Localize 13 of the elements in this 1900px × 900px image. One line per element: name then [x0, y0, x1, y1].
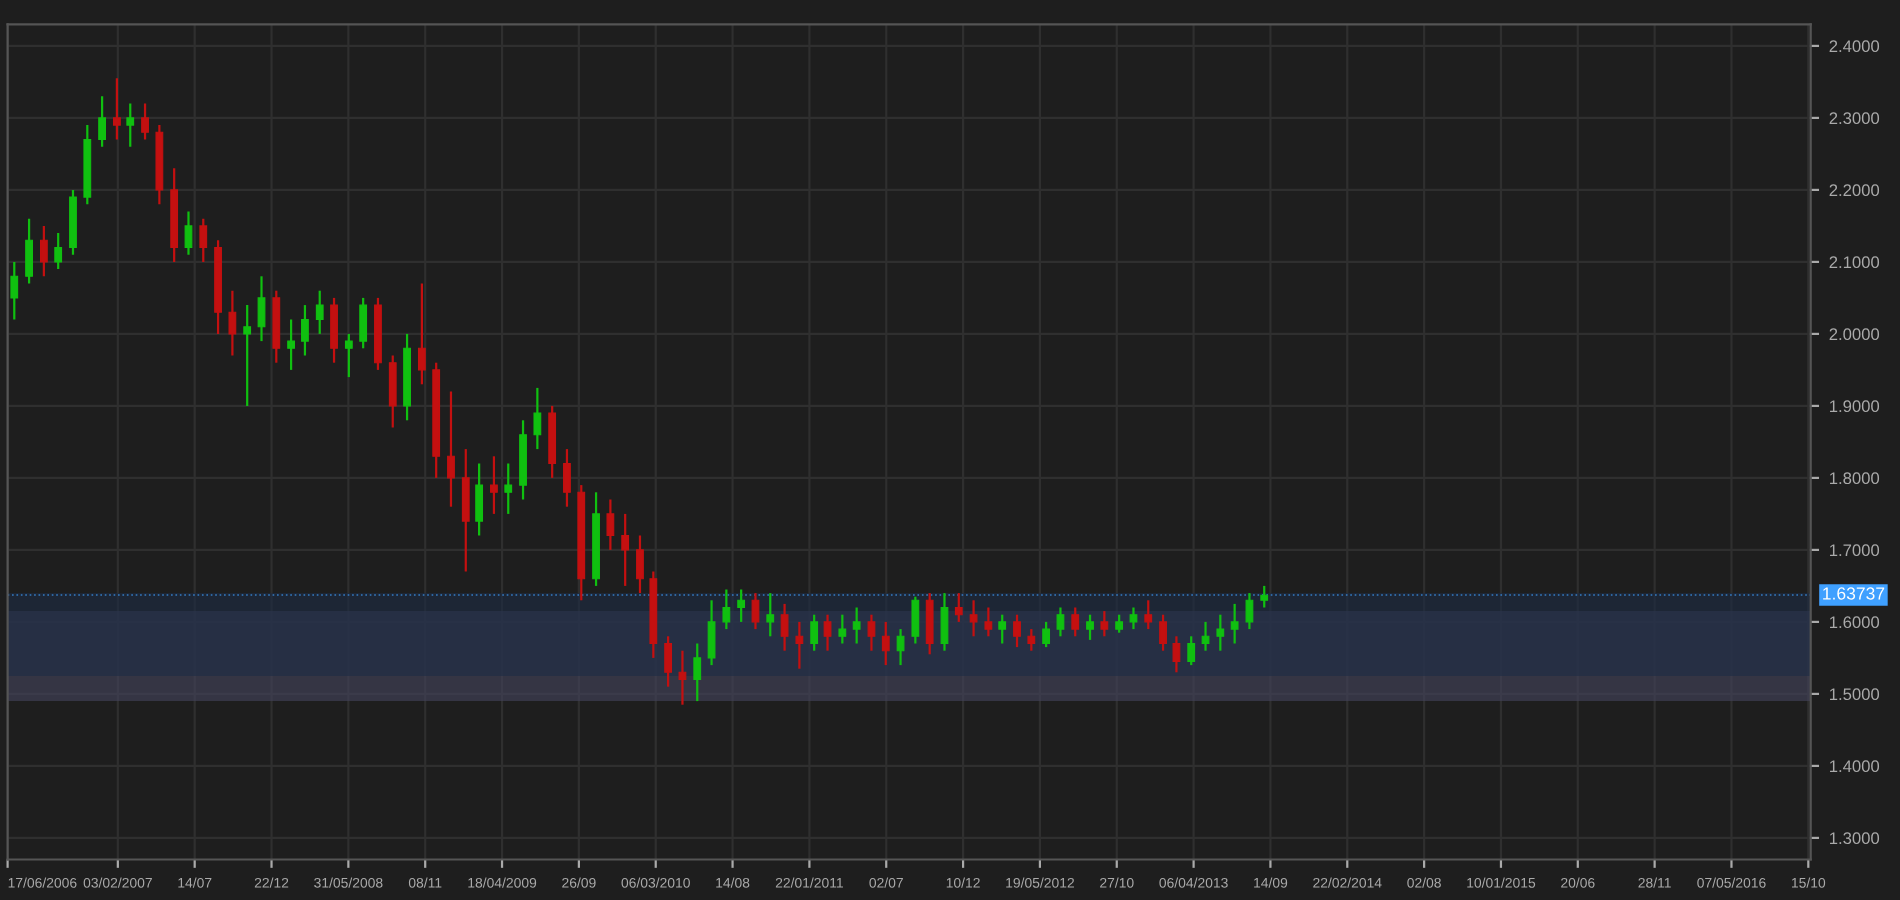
- y-tick-label: 1.5000: [1830, 688, 1880, 701]
- y-tick-label: 2.1000: [1829, 256, 1880, 269]
- y-tick-label: 1.6000: [1830, 616, 1880, 629]
- y-tick-label: 1.7000: [1830, 544, 1880, 557]
- y-tick-label: 1.8000: [1830, 472, 1880, 485]
- y-tick-label: 1.9000: [1830, 400, 1880, 413]
- y-tick-label: 2.4000: [1829, 40, 1880, 53]
- ref-line-label: 1.63737: [1823, 587, 1885, 600]
- y-tick-label: 1.3000: [1830, 832, 1880, 845]
- y-tick-label: 2.2000: [1829, 184, 1880, 197]
- y-tick-label: 2.0000: [1829, 328, 1880, 341]
- y-tick-label: 2.3000: [1829, 112, 1880, 125]
- y-tick-label: 1.4000: [1830, 760, 1880, 773]
